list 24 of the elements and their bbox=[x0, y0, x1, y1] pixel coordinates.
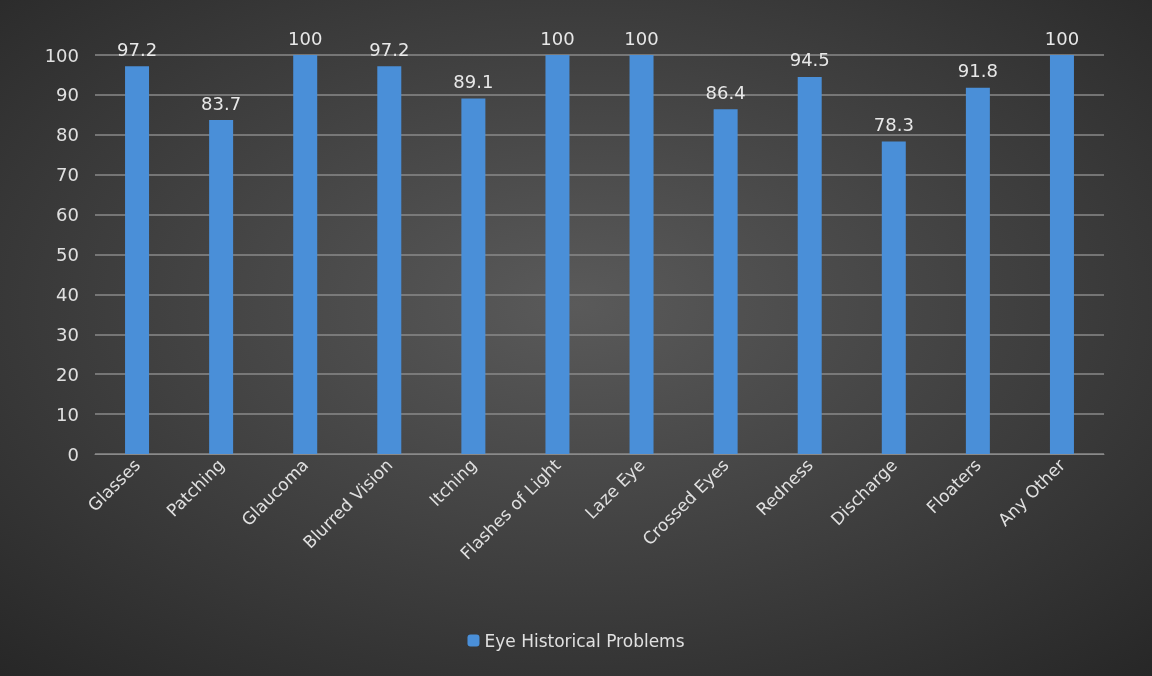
data-label: 86.4 bbox=[705, 81, 746, 103]
y-tick-label: 30 bbox=[56, 323, 79, 345]
data-label: 89.1 bbox=[453, 70, 494, 92]
y-tick-label: 70 bbox=[56, 164, 79, 186]
y-tick-label: 0 bbox=[67, 443, 79, 465]
data-label: 100 bbox=[1044, 27, 1080, 49]
y-tick-label: 80 bbox=[56, 124, 79, 146]
data-label: 91.8 bbox=[957, 60, 998, 82]
y-tick-label: 10 bbox=[56, 403, 79, 425]
y-tick-label: 90 bbox=[56, 84, 79, 106]
data-label: 83.7 bbox=[201, 92, 242, 114]
data-label: 78.3 bbox=[873, 114, 914, 136]
y-tick-label: 60 bbox=[56, 204, 79, 226]
data-label: 100 bbox=[624, 27, 659, 49]
y-tick-label: 20 bbox=[56, 363, 79, 385]
data-label: 97.2 bbox=[117, 38, 158, 60]
data-label: 94.5 bbox=[789, 49, 830, 71]
data-label: 100 bbox=[288, 27, 323, 49]
y-tick-label: 40 bbox=[56, 283, 79, 305]
legend-label: Eye Historical Problems bbox=[484, 630, 685, 651]
y-tick-label: 50 bbox=[56, 244, 79, 265]
data-label: 97.2 bbox=[369, 38, 410, 60]
data-label: 100 bbox=[540, 27, 575, 49]
y-tick-label: 100 bbox=[44, 44, 79, 66]
